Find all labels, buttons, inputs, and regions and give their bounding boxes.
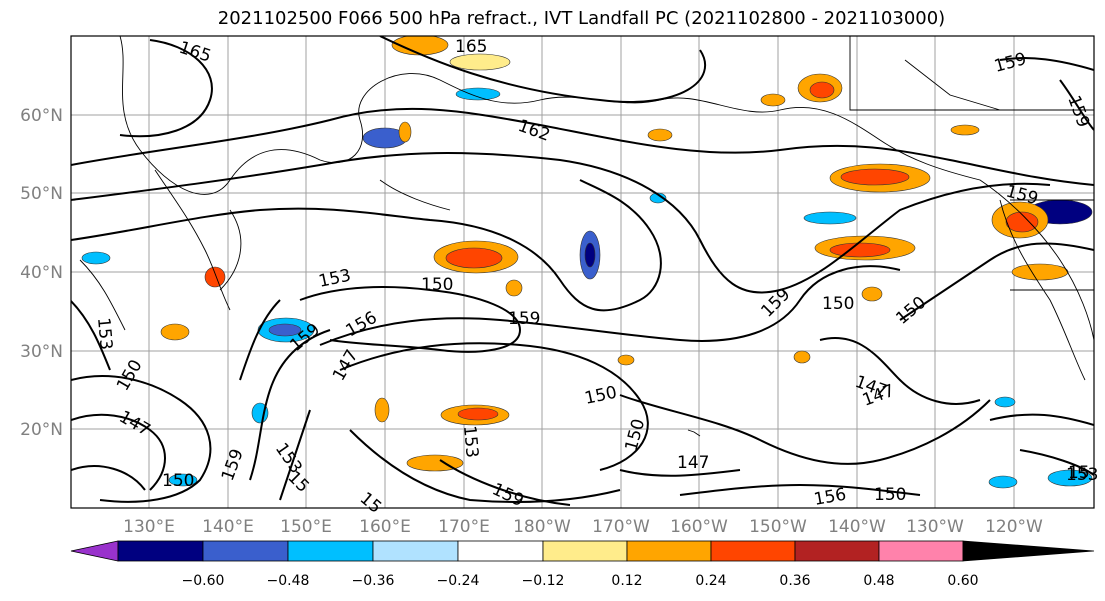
lat-label: 20°N [20, 420, 63, 440]
colorbar [70, 540, 1095, 562]
colorbar-swatch [710, 540, 796, 562]
map-frame [70, 35, 1095, 509]
colorbar-swatch [794, 540, 880, 562]
shaded-anomalies [81, 36, 1093, 489]
lon-label: 130°E [123, 517, 175, 537]
colorbar-tick: 0.36 [779, 573, 810, 589]
colorbar-tick: 0.60 [947, 573, 978, 589]
gridlines [71, 36, 1094, 508]
lon-label: 160°W [670, 517, 728, 537]
colorbar-swatch [287, 540, 374, 562]
lat-label: 30°N [20, 342, 63, 362]
lon-label: 130°W [906, 517, 964, 537]
colorbar-swatch [202, 540, 289, 562]
lon-label: 160°E [359, 517, 411, 537]
colorbar-tick: −0.48 [267, 573, 310, 589]
contour-label: 15 [1068, 463, 1090, 483]
colorbar-tick: 0.24 [695, 573, 726, 589]
contour-label: 153 [93, 317, 116, 351]
colorbar-swatch [542, 540, 628, 562]
lat-label: 40°N [20, 263, 63, 283]
colorbar-swatch [117, 540, 204, 562]
lon-label: 170°E [438, 517, 490, 537]
colorbar-tick: 0.48 [863, 573, 894, 589]
lon-label: 120°W [985, 517, 1043, 537]
lat-label: 50°N [20, 184, 63, 204]
colorbar-arrow-high [962, 540, 1095, 562]
contour-label: 150 [874, 485, 906, 505]
colorbar-tick: −0.24 [437, 573, 480, 589]
contour-label: 153 [459, 425, 482, 459]
colorbar-tick: −0.36 [352, 573, 395, 589]
contour-label: 150 [822, 294, 854, 314]
colorbar-tick: −0.12 [522, 573, 565, 589]
contour-label: 147 [677, 453, 709, 473]
contour-label: 165 [455, 37, 487, 57]
contour-label: 159 [508, 309, 540, 329]
lon-label: 150°E [280, 517, 332, 537]
lon-label: 180°W [513, 517, 571, 537]
coastlines [79, 36, 1094, 437]
contour-label: 153 [1066, 465, 1098, 485]
colorbar-swatch [372, 540, 459, 562]
longitude-labels: 130°E 140°E 150°E 160°E 170°E 180°W 170°… [123, 517, 1043, 537]
colorbar-swatch [878, 540, 964, 562]
colorbar-swatch [457, 540, 544, 562]
contour-lines [71, 36, 1094, 506]
lon-label: 140°W [828, 517, 886, 537]
colorbar-ticks: −0.60 −0.48 −0.36 −0.24 −0.12 0.12 0.24 … [182, 573, 979, 589]
colorbar-tick: −0.60 [182, 573, 225, 589]
contour-label: 150 [162, 471, 194, 491]
contour-label: 150 [421, 275, 453, 295]
colorbar-swatch [626, 540, 712, 562]
latitude-labels: 60°N 50°N 40°N 30°N 20°N [20, 106, 63, 440]
lat-label: 60°N [20, 106, 63, 126]
lon-label: 140°E [202, 517, 254, 537]
lon-label: 170°W [592, 517, 650, 537]
lon-label: 150°W [749, 517, 807, 537]
colorbar-tick: 0.12 [611, 573, 642, 589]
map-title: 2021102500 F066 500 hPa refract., IVT La… [217, 8, 946, 29]
colorbar-arrow-low [70, 540, 119, 562]
